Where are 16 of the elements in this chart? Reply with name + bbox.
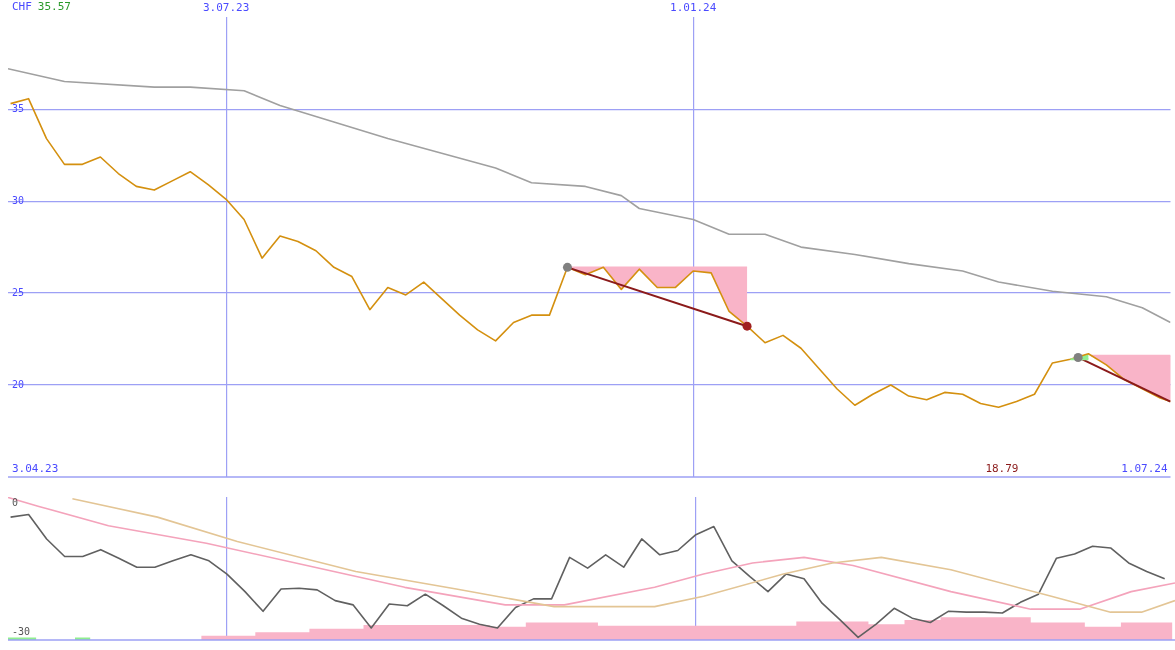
text: 35.57 — [37, 0, 71, 14]
y-axis-title: CHF — [12, 0, 32, 14]
y-tick-label: 35 — [12, 102, 25, 114]
x-tick-label: 1.01.24 — [670, 1, 717, 15]
annotation: 18.79 — [985, 462, 1019, 476]
point — [742, 321, 752, 331]
y-tick-label: -30 — [12, 625, 31, 637]
y-tick-label: 20 — [12, 378, 25, 390]
y-tick-label: 0 — [12, 497, 19, 509]
x-tick-label: 3.07.23 — [202, 1, 250, 15]
point — [562, 262, 572, 272]
annotation: 3.04.23 — [12, 462, 59, 476]
point — [1073, 352, 1083, 362]
y-tick-label: 30 — [12, 194, 25, 206]
y-tick-label: 25 — [12, 286, 25, 298]
annotation: 1.07.24 — [1121, 462, 1168, 476]
